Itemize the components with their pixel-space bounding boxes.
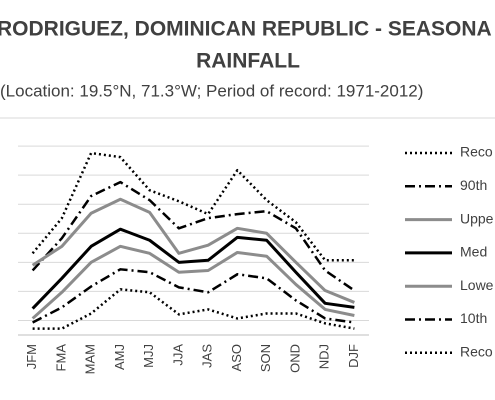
line xyxy=(32,288,355,330)
x-tick-label: ASO xyxy=(229,344,244,371)
x-tick-label: JAS xyxy=(200,344,215,368)
x-tick-label: JJA xyxy=(170,344,185,366)
legend-label: Uppe xyxy=(460,210,494,226)
line xyxy=(31,180,356,292)
x-tick-label: OND xyxy=(287,344,302,373)
x-tick-label: AMJ xyxy=(112,344,127,370)
chart-title: RAINFALL xyxy=(196,50,300,73)
legend-label: Lowe xyxy=(460,277,494,293)
x-tick-label: SON xyxy=(258,344,273,372)
legend-label: Med xyxy=(460,244,487,260)
chart-title: RODRIGUEZ, DOMINICAN REPUBLIC - SEASONA xyxy=(0,18,492,41)
line xyxy=(31,151,355,262)
x-tick-label: DJF xyxy=(346,344,361,368)
chart-subtitle: (Location: 19.5°N, 71.3°W; Period of rec… xyxy=(0,81,423,100)
x-tick-label: FMA xyxy=(53,344,68,372)
x-tick-label: MJJ xyxy=(141,344,156,368)
x-tick-label: NDJ xyxy=(317,344,332,369)
line xyxy=(32,268,355,324)
line xyxy=(31,244,355,320)
legend-label: 90th xyxy=(460,177,487,193)
x-tick-label: MAM xyxy=(83,344,98,374)
legend-label: Reco xyxy=(460,344,493,360)
x-tick-label: JFM xyxy=(24,344,39,369)
legend-label: Reco xyxy=(460,144,493,160)
line xyxy=(31,197,355,304)
line xyxy=(31,227,355,310)
legend-label: 10th xyxy=(460,310,487,326)
